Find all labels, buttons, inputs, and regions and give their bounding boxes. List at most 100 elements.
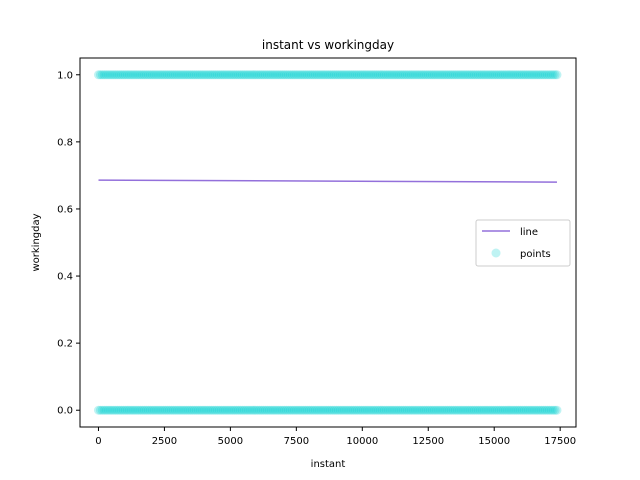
scatter-point xyxy=(523,70,533,80)
series-line xyxy=(98,179,557,183)
scatter-point xyxy=(105,405,115,415)
scatter-point xyxy=(537,405,547,415)
y-tick-label: 0.2 xyxy=(57,339,73,350)
scatter-point xyxy=(174,405,184,415)
scatter-point xyxy=(153,405,163,415)
scatter-point xyxy=(381,70,391,80)
scatter-point xyxy=(324,405,334,415)
scatter-point xyxy=(452,70,462,80)
scatter-point xyxy=(460,405,470,415)
scatter-point xyxy=(326,70,336,80)
scatter-point xyxy=(423,70,433,80)
scatter-point xyxy=(508,405,518,415)
scatter-point xyxy=(477,405,487,415)
scatter-point xyxy=(441,405,451,415)
scatter-point xyxy=(498,70,508,80)
scatter-point xyxy=(262,70,272,80)
legend-points-swatch xyxy=(491,248,501,258)
scatter-point xyxy=(437,70,447,80)
scatter-point xyxy=(111,70,121,80)
scatter-point xyxy=(191,70,201,80)
x-tick-label: 10000 xyxy=(346,436,378,447)
scatter-point xyxy=(172,70,182,80)
scatter-point xyxy=(496,70,506,80)
scatter-point xyxy=(328,405,338,415)
scatter-point xyxy=(445,405,455,415)
scatter-point xyxy=(374,405,384,415)
scatter-point xyxy=(383,70,393,80)
scatter-point xyxy=(163,70,173,80)
scatter-point xyxy=(257,70,267,80)
points-band-0 xyxy=(93,405,562,415)
scatter-point xyxy=(468,405,478,415)
scatter-point xyxy=(508,70,518,80)
scatter-point xyxy=(377,70,387,80)
scatter-point xyxy=(343,405,353,415)
scatter-point xyxy=(462,405,472,415)
scatter-point xyxy=(138,70,148,80)
scatter-point xyxy=(393,405,403,415)
scatter-point xyxy=(333,70,343,80)
scatter-point xyxy=(381,405,391,415)
scatter-point xyxy=(203,405,213,415)
scatter-point xyxy=(333,405,343,415)
scatter-point xyxy=(364,70,374,80)
scatter-point xyxy=(493,70,503,80)
scatter-point xyxy=(366,70,376,80)
scatter-point xyxy=(168,70,178,80)
scatter-point xyxy=(178,70,188,80)
scatter-point xyxy=(395,70,405,80)
scatter-point xyxy=(433,70,443,80)
scatter-point xyxy=(268,405,278,415)
scatter-point xyxy=(305,405,315,415)
scatter-point xyxy=(349,405,359,415)
scatter-point xyxy=(180,70,190,80)
scatter-point xyxy=(136,405,146,415)
scatter-point xyxy=(283,70,293,80)
scatter-point xyxy=(270,405,280,415)
scatter-point xyxy=(349,70,359,80)
scatter-point xyxy=(285,70,295,80)
scatter-point xyxy=(237,70,247,80)
scatter-point xyxy=(262,405,272,415)
scatter-point xyxy=(479,70,489,80)
scatter-point xyxy=(529,405,539,415)
scatter-point xyxy=(370,70,380,80)
scatter-point xyxy=(418,405,428,415)
scatter-point xyxy=(303,405,313,415)
scatter-point xyxy=(186,70,196,80)
scatter-point xyxy=(168,405,178,415)
scatter-point xyxy=(408,70,418,80)
scatter-point xyxy=(345,405,355,415)
scatter-point xyxy=(431,70,441,80)
scatter-point xyxy=(99,405,109,415)
scatter-point xyxy=(126,405,136,415)
scatter-point xyxy=(155,405,165,415)
scatter-point xyxy=(297,70,307,80)
scatter-point xyxy=(222,70,232,80)
scatter-point xyxy=(475,405,485,415)
scatter-point xyxy=(189,70,199,80)
scatter-point xyxy=(366,405,376,415)
scatter-point xyxy=(458,405,468,415)
scatter-point xyxy=(466,70,476,80)
scatter-point xyxy=(525,405,535,415)
scatter-point xyxy=(308,405,318,415)
scatter-point xyxy=(297,405,307,415)
scatter-point xyxy=(391,70,401,80)
y-tick-label: 0.0 xyxy=(57,406,73,417)
scatter-point xyxy=(335,70,345,80)
scatter-point xyxy=(331,70,341,80)
scatter-point xyxy=(339,70,349,80)
scatter-point xyxy=(358,70,368,80)
scatter-point xyxy=(113,70,123,80)
scatter-point xyxy=(151,70,161,80)
scatter-point xyxy=(387,70,397,80)
scatter-point xyxy=(105,70,115,80)
scatter-point xyxy=(448,405,458,415)
scatter-point xyxy=(99,70,109,80)
scatter-point xyxy=(93,70,103,80)
scatter-point xyxy=(510,70,520,80)
scatter-point xyxy=(471,70,481,80)
scatter-point xyxy=(485,70,495,80)
